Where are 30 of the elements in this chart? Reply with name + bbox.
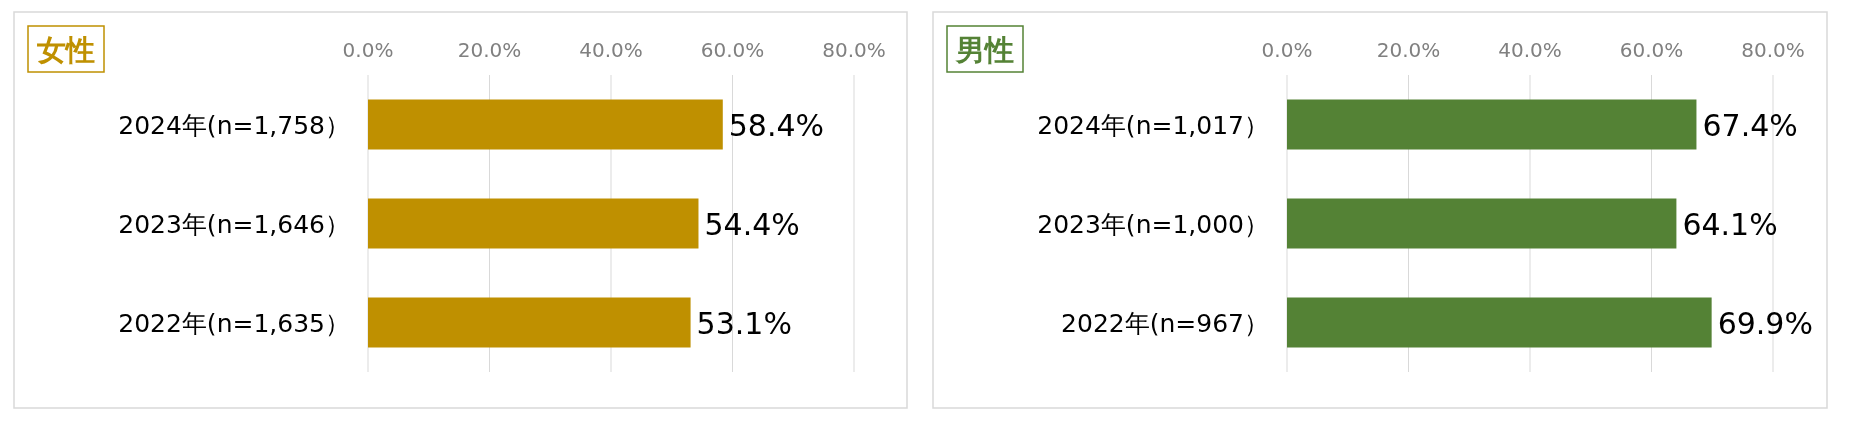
data-label: 64.1% <box>1682 206 1778 242</box>
x-tick-label: 60.0% <box>700 38 765 62</box>
text: 男性 <box>955 33 1014 67</box>
x-tick-label: 0.0% <box>1261 38 1313 62</box>
text: 女性 <box>36 33 95 67</box>
x-tick-label: 40.0% <box>579 38 643 62</box>
y-tick-label: 2022年(n=967） <box>1061 308 1269 338</box>
x-tick-label: 40.0% <box>1498 38 1562 62</box>
data-label: 69.9% <box>1717 305 1813 341</box>
bar <box>368 297 691 348</box>
x-tick-label: 20.0% <box>1376 38 1441 62</box>
y-tick-label: 2024年(n=1,017） <box>1037 110 1269 140</box>
x-tick-label: 60.0% <box>1619 38 1684 62</box>
y-tick-label: 2023年(n=1,646） <box>118 209 350 239</box>
bar <box>1287 198 1677 249</box>
data-label: 53.1% <box>696 305 792 341</box>
data-label: 58.4% <box>728 107 825 143</box>
bar <box>1287 99 1697 150</box>
x-tick-label: 0.0% <box>342 38 394 62</box>
x-tick-label: 80.0% <box>822 38 886 62</box>
bar <box>368 99 723 150</box>
y-tick-label: 2022年(n=1,635） <box>118 308 350 338</box>
data-label: 54.4% <box>704 206 800 242</box>
x-tick-label: 20.0% <box>457 38 522 62</box>
bar <box>368 198 699 249</box>
data-label: 67.4% <box>1702 107 1798 143</box>
y-tick-label: 2024年(n=1,758） <box>118 110 350 140</box>
x-tick-label: 80.0% <box>1741 38 1805 62</box>
bar <box>1287 297 1712 348</box>
y-tick-label: 2023年(n=1,000） <box>1037 209 1269 239</box>
